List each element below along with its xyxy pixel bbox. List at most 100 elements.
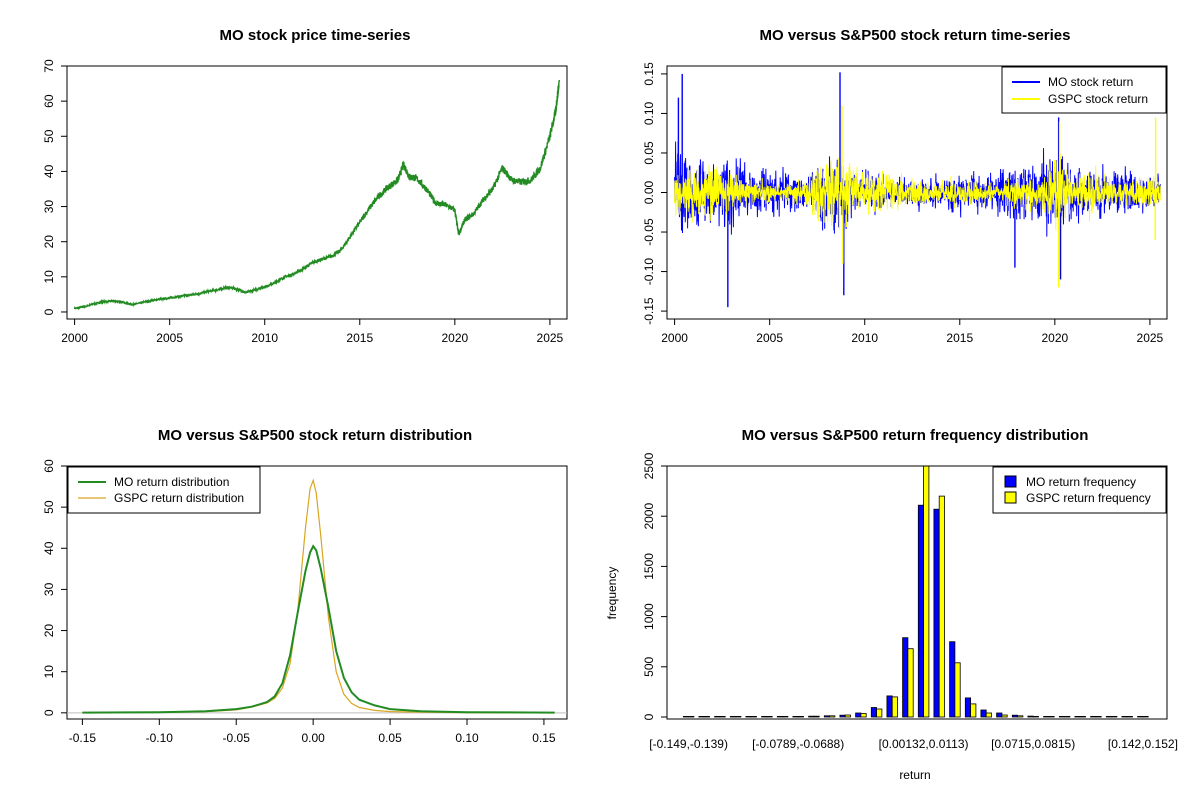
density-y-tick-label-2: 20 xyxy=(42,624,56,638)
return-y-tick-label-2: -0.05 xyxy=(642,218,656,246)
legend-swatch-gspc-frequency xyxy=(1004,491,1017,504)
gspc-freq-bar-16 xyxy=(938,495,945,718)
gspc-freq-bar-23 xyxy=(1048,716,1055,718)
gspc-freq-bar-28 xyxy=(1126,716,1133,718)
gspc-freq-bar-13 xyxy=(891,696,898,718)
frequency-x-tick-label-2: [0.00132,0.0113) xyxy=(879,737,969,751)
mo-freq-bar-18 xyxy=(964,697,971,718)
price-y-tick-label-2: 20 xyxy=(42,235,56,249)
mo-freq-bar-8 xyxy=(808,715,815,718)
mo-freq-bar-1 xyxy=(698,716,705,718)
mo-freq-bar-16 xyxy=(933,508,940,718)
gspc-freq-bar-21 xyxy=(1017,715,1024,718)
price-chart: MO stock price time-series 2000 2005 2010 2… xyxy=(42,27,568,345)
gspc-freq-bar-2 xyxy=(719,716,726,718)
gspc-freq-bar-10 xyxy=(844,714,851,718)
gspc-freq-bar-3 xyxy=(735,716,742,718)
mo-freq-bar-26 xyxy=(1090,716,1097,718)
legend-label-gspc-return: GSPC stock return xyxy=(1048,92,1148,106)
density-x-tick-label-6: 0.15 xyxy=(532,731,556,745)
mo-freq-bar-27 xyxy=(1105,716,1113,718)
density-x-tick-label-1: -0.10 xyxy=(146,731,174,745)
density-x-tick-label-2: -0.05 xyxy=(223,731,251,745)
price-x-tick-label-1: 2005 xyxy=(156,331,183,345)
gspc-freq-bar-7 xyxy=(797,716,804,718)
density-legend-box xyxy=(67,466,261,514)
gspc-freq-bar-1 xyxy=(703,716,710,718)
gspc-freq-bar-24 xyxy=(1064,716,1071,718)
density-y-tick-label-3: 30 xyxy=(42,582,56,596)
gspc-freq-bar-19 xyxy=(985,712,992,718)
gspc-freq-bar-26 xyxy=(1095,716,1102,718)
return-y-axis: -0.15 -0.10 -0.05 0.00 0.05 0.10 0.15 xyxy=(642,62,667,325)
price-x-tick-label-4: 2020 xyxy=(441,331,468,345)
mo-price-line xyxy=(73,80,561,311)
legend-label-gspc-frequency: GSPC return frequency xyxy=(1026,491,1151,505)
density-plot-frame xyxy=(66,465,568,720)
price-y-axis: 0 10 20 30 40 50 60 70 xyxy=(42,59,67,315)
return-y-tick-label-0: -0.15 xyxy=(642,297,656,325)
mo-density-line xyxy=(82,544,555,714)
frequency-chart-title: MO versus S&P500 return frequency distri… xyxy=(742,427,1089,444)
density-y-tick-label-4: 40 xyxy=(42,541,56,555)
return-y-tick-label-1: -0.10 xyxy=(642,258,656,286)
price-y-tick-label-5: 50 xyxy=(42,129,56,143)
gspc-freq-bar-12 xyxy=(876,708,883,718)
price-x-tick-label-5: 2025 xyxy=(537,331,564,345)
mo-freq-bar-24 xyxy=(1058,716,1066,718)
price-plot-frame xyxy=(66,65,568,320)
mo-freq-bar-23 xyxy=(1043,716,1050,718)
mo-freq-bar-29 xyxy=(1137,716,1144,718)
frequency-y-tick-label-3: 1500 xyxy=(642,553,656,580)
gspc-freq-bar-20 xyxy=(1001,714,1008,718)
frequency-y-tick-label-5: 2500 xyxy=(642,452,656,479)
return-x-tick-label-1: 2005 xyxy=(756,331,783,345)
gspc-freq-bar-25 xyxy=(1079,716,1086,718)
gspc-density-line xyxy=(82,478,555,714)
frequency-y-tick-label-1: 500 xyxy=(642,656,656,676)
mo-freq-bar-28 xyxy=(1121,716,1128,718)
density-x-tick-label-5: 0.10 xyxy=(455,731,479,745)
gspc-freq-bar-27 xyxy=(1111,716,1118,718)
legend-label-mo-return: MO stock return xyxy=(1048,75,1133,89)
mo-freq-bar-7 xyxy=(792,716,799,718)
legend-label-gspc-density: GSPC return distribution xyxy=(114,491,244,505)
return-timeseries-title: MO versus S&P500 stock return time-serie… xyxy=(760,27,1071,44)
legend-label-mo-density: MO return distribution xyxy=(114,475,229,489)
mo-freq-bar-5 xyxy=(761,716,768,718)
price-x-tick-label-0: 2000 xyxy=(61,331,88,345)
gspc-freq-bar-14 xyxy=(907,648,914,718)
legend-swatch-mo-frequency xyxy=(1004,475,1017,488)
mo-freq-bar-20 xyxy=(996,712,1003,718)
return-x-tick-label-0: 2000 xyxy=(661,331,688,345)
mo-freq-bar-15 xyxy=(917,504,924,718)
return-x-tick-label-4: 2020 xyxy=(1041,331,1068,345)
mo-freq-bar-6 xyxy=(776,716,783,718)
frequency-x-tick-label-0: [-0.149,-0.139) xyxy=(649,737,728,751)
density-chart-title: MO versus S&P500 stock return distributi… xyxy=(158,427,472,444)
return-legend-box xyxy=(1001,66,1167,114)
return-x-axis: 2000 2005 2010 2015 2020 2025 xyxy=(661,319,1164,345)
return-y-tick-label-4: 0.05 xyxy=(642,141,656,165)
density-legend: MO return distribution GSPC return distr… xyxy=(67,466,261,514)
density-y-axis: 0 10 20 30 40 50 60 xyxy=(42,459,67,716)
frequency-bars xyxy=(682,465,1149,718)
price-y-tick-label-4: 40 xyxy=(42,164,56,178)
legend-label-mo-frequency: MO return frequency xyxy=(1026,475,1136,489)
mo-freq-bar-21 xyxy=(1011,714,1018,718)
mo-freq-bar-17 xyxy=(949,641,956,718)
frequency-chart: MO versus S&P500 return frequency distri… xyxy=(605,427,1178,782)
price-y-tick-label-3: 30 xyxy=(42,200,56,214)
frequency-plot-frame xyxy=(666,465,1168,720)
gspc-freq-bar-8 xyxy=(813,715,820,718)
price-x-tick-label-2: 2010 xyxy=(251,331,278,345)
frequency-y-label: frequency xyxy=(605,567,619,620)
density-x-tick-label-0: -0.15 xyxy=(69,731,97,745)
mo-freq-bar-3 xyxy=(729,716,736,718)
mo-freq-bar-11 xyxy=(855,712,862,718)
price-y-tick-label-1: 10 xyxy=(42,270,56,284)
frequency-x-tick-label-3: [0.0715,0.0815) xyxy=(991,737,1075,751)
gspc-freq-bar-15 xyxy=(923,465,930,718)
density-y-tick-label-5: 50 xyxy=(42,500,56,514)
frequency-x-label: return xyxy=(899,768,930,782)
